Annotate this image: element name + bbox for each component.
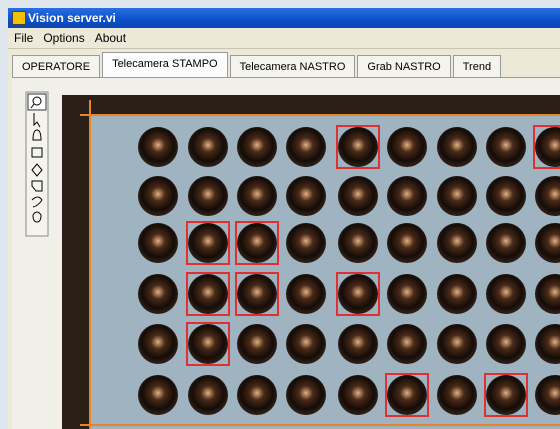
hole <box>188 375 228 415</box>
hole <box>286 176 326 216</box>
hole <box>138 375 178 415</box>
hole <box>138 127 178 167</box>
tool-palette <box>26 92 48 236</box>
hole <box>138 176 178 216</box>
image-display <box>0 0 560 429</box>
hole <box>437 127 477 167</box>
hole <box>286 324 326 364</box>
page: Vision server.vi FileOptionsAbout OPERAT… <box>0 0 560 429</box>
hole <box>486 176 526 216</box>
hole <box>138 274 178 314</box>
hole <box>237 274 277 314</box>
hole <box>437 223 477 263</box>
hole <box>338 127 378 167</box>
hole <box>286 223 326 263</box>
hole <box>188 176 228 216</box>
hole <box>486 375 526 415</box>
hole <box>188 274 228 314</box>
hole <box>237 375 277 415</box>
hole <box>486 223 526 263</box>
hole <box>188 324 228 364</box>
hole <box>286 127 326 167</box>
hole <box>387 223 427 263</box>
hole <box>138 324 178 364</box>
hole <box>338 375 378 415</box>
hole <box>188 223 228 263</box>
hole <box>486 324 526 364</box>
hole <box>138 223 178 263</box>
hole <box>338 274 378 314</box>
hole <box>237 176 277 216</box>
hole <box>437 324 477 364</box>
hole <box>237 127 277 167</box>
hole <box>387 324 427 364</box>
hole <box>286 375 326 415</box>
hole <box>188 127 228 167</box>
hole <box>237 223 277 263</box>
hole <box>437 176 477 216</box>
hole <box>387 375 427 415</box>
hole <box>486 274 526 314</box>
hole <box>437 274 477 314</box>
hole <box>286 274 326 314</box>
hole <box>237 324 277 364</box>
hole <box>338 324 378 364</box>
hole <box>486 127 526 167</box>
hole <box>387 176 427 216</box>
hole <box>338 223 378 263</box>
hole <box>387 127 427 167</box>
hole <box>338 176 378 216</box>
hole <box>387 274 427 314</box>
hole <box>437 375 477 415</box>
